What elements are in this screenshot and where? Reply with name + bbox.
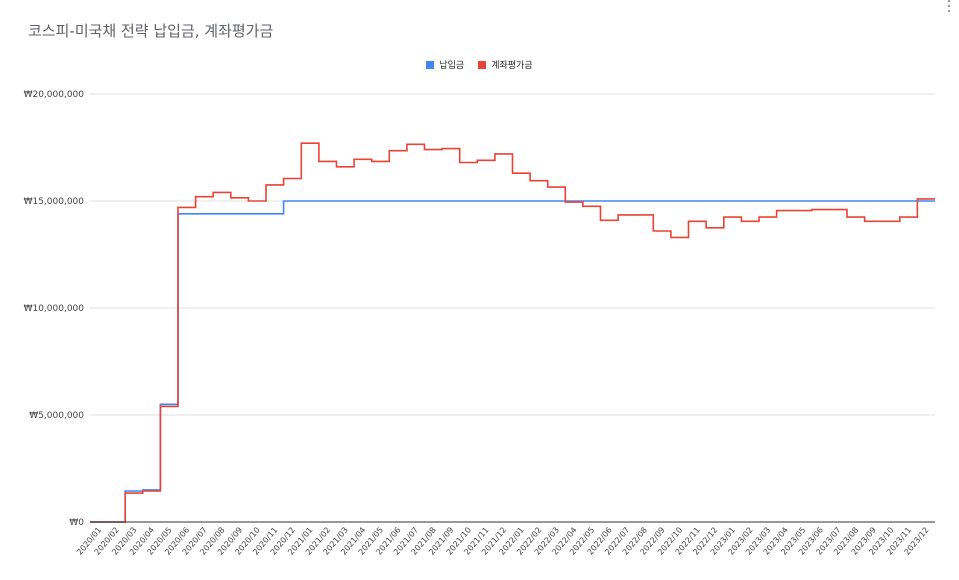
legend-label-series-0: 납입금 <box>439 61 465 71</box>
y-tick-label-2: ₩10,000,000 <box>24 304 85 314</box>
y-axis-ticks: ₩0 ₩5,000,000 ₩10,000,000 ₩15,000,000 ₩20,00… <box>24 90 85 528</box>
legend: 납입금 계좌평가금 <box>0 58 959 71</box>
grid-lines <box>90 93 935 416</box>
legend-swatch-series-1 <box>478 60 487 69</box>
y-tick-label-0: ₩0 <box>69 518 84 528</box>
y-tick-label-1: ₩5,000,000 <box>29 411 84 421</box>
legend-item-series-0[interactable]: 납입금 <box>426 58 464 71</box>
chart-title: 코스피-미국채 전략 납입금, 계좌평가금 <box>28 22 274 40</box>
legend-item-series-1[interactable]: 계좌평가금 <box>478 58 533 71</box>
x-axis-ticks: 2020/012020/022020/032020/042020/052020/… <box>75 526 931 557</box>
more-vert-icon[interactable]: · · · <box>946 0 952 20</box>
series-line-0 <box>90 200 935 523</box>
legend-swatch-series-0 <box>426 60 435 69</box>
legend-label-series-1: 계좌평가금 <box>491 61 533 71</box>
y-tick-label-3: ₩15,000,000 <box>24 197 85 207</box>
series-lines <box>90 142 935 523</box>
y-tick-label-4: ₩20,000,000 <box>24 90 85 100</box>
series-line-1 <box>90 142 935 523</box>
